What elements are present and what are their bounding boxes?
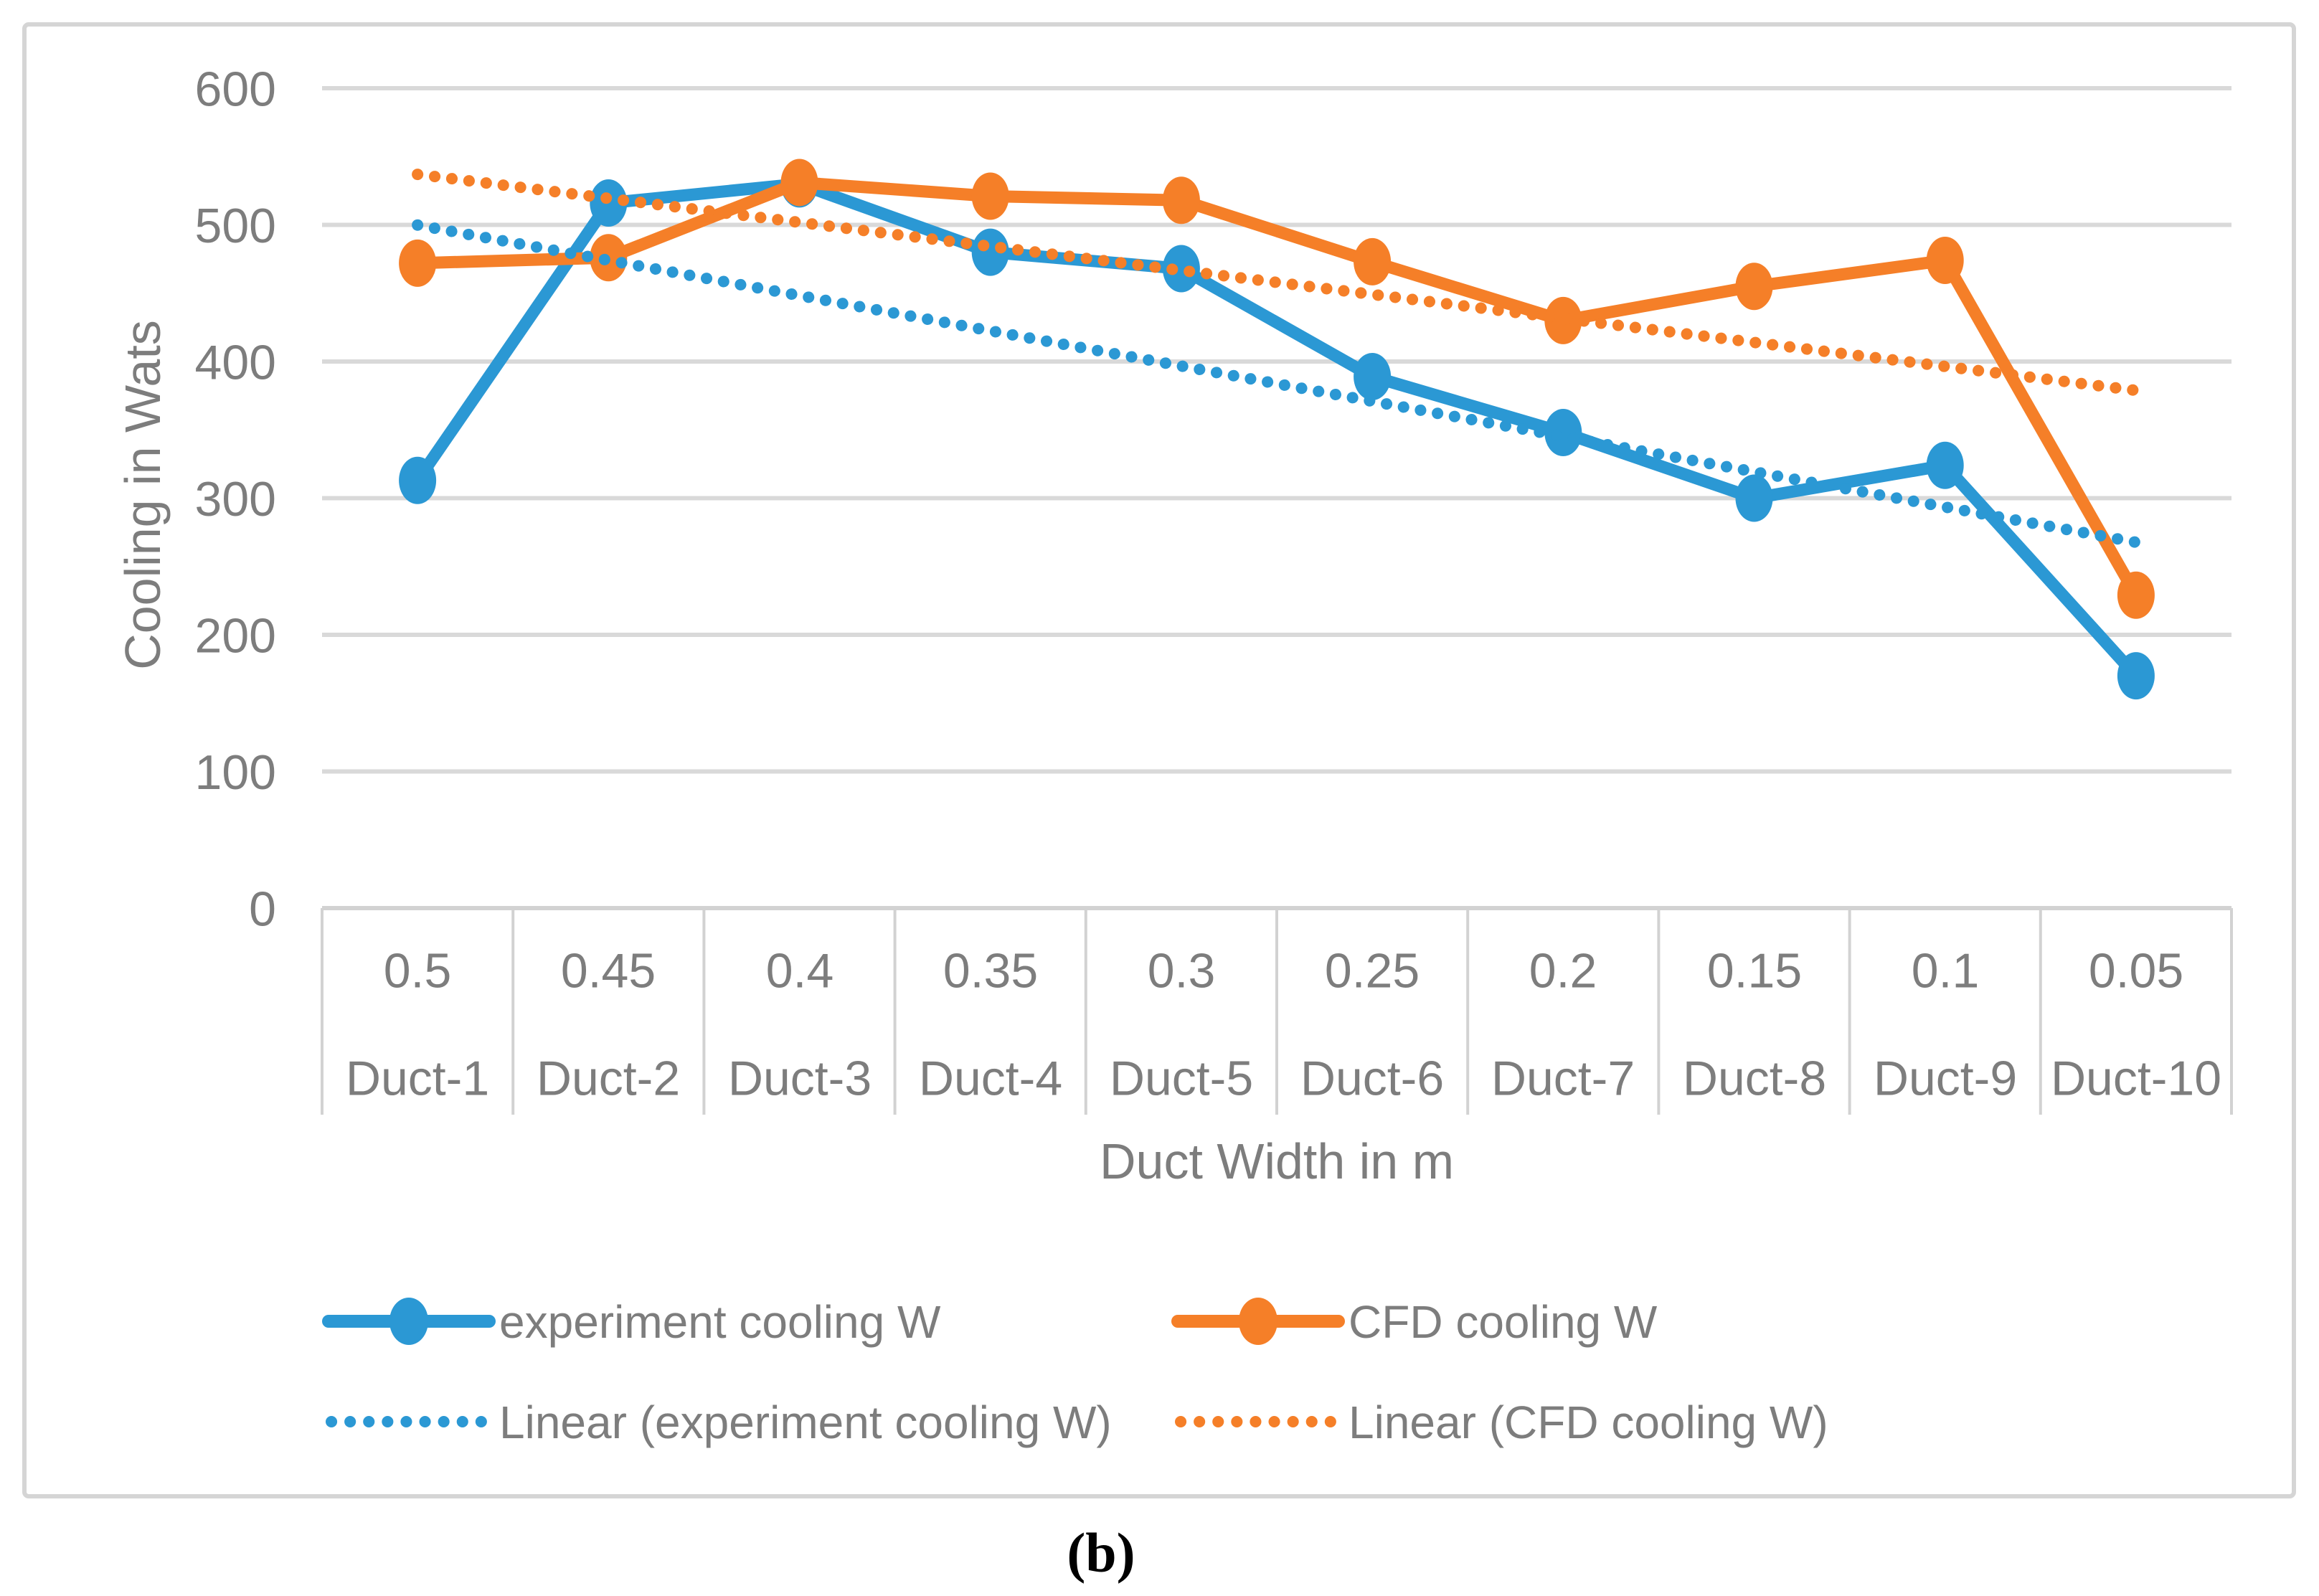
y-tick-200: 200 xyxy=(195,608,276,663)
series-0-marker-Duct-1 xyxy=(399,456,437,504)
legend: experiment cooling W CFD cooling W Linea… xyxy=(322,1296,1828,1448)
x-duct-5: Duct-5 xyxy=(1110,1051,1253,1105)
series-0-marker-Duct-9 xyxy=(1926,441,1964,489)
x-width-9: 0.1 xyxy=(1912,943,1980,998)
chart-outer-border xyxy=(22,22,2296,1498)
legend-marker-cfd-icon xyxy=(1239,1298,1277,1345)
x-width-7: 0.2 xyxy=(1529,943,1597,998)
y-axis-title: Cooling in Wats xyxy=(115,320,171,670)
y-tick-0: 0 xyxy=(249,882,276,936)
figure-caption: (b) xyxy=(1067,1521,1135,1584)
series-1-marker-Duct-9 xyxy=(1926,237,1964,285)
series-1-marker-Duct-3 xyxy=(780,159,818,207)
x-axis-width-labels: 0.5 0.45 0.4 0.35 0.3 0.25 0.2 0.15 0.1 … xyxy=(384,943,2183,998)
x-duct-3: Duct-3 xyxy=(728,1051,872,1105)
series-0-marker-Duct-10 xyxy=(2117,652,2155,700)
y-tick-500: 500 xyxy=(195,199,276,253)
x-width-6: 0.25 xyxy=(1325,943,1420,998)
y-tick-100: 100 xyxy=(195,745,276,800)
legend-label-experiment: experiment cooling W xyxy=(499,1296,941,1348)
x-width-1: 0.5 xyxy=(384,943,452,998)
x-duct-7: Duct-7 xyxy=(1491,1051,1635,1105)
trend-line-1 xyxy=(412,169,2142,397)
x-duct-8: Duct-8 xyxy=(1683,1051,1826,1105)
series-1-marker-Duct-8 xyxy=(1735,263,1773,311)
series-1-marker-Duct-6 xyxy=(1354,237,1392,285)
series-0-marker-Duct-7 xyxy=(1544,409,1582,457)
series-0-marker-Duct-6 xyxy=(1354,352,1392,400)
series-0-marker-Duct-8 xyxy=(1735,474,1773,522)
x-width-5: 0.3 xyxy=(1148,943,1216,998)
x-axis-title: Duct Width in m xyxy=(1100,1133,1454,1189)
series-line-1 xyxy=(411,176,2143,602)
legend-marker-experiment-icon xyxy=(389,1298,428,1345)
y-axis-tick-labels: 600 500 400 300 200 100 0 xyxy=(195,62,276,936)
x-axis-table xyxy=(321,906,2233,1115)
series-1-marker-Duct-10 xyxy=(2117,571,2155,619)
x-duct-9: Duct-9 xyxy=(1874,1051,2017,1105)
x-width-3: 0.4 xyxy=(766,943,834,998)
trend-line-0 xyxy=(412,219,2142,548)
series-1-marker-Duct-1 xyxy=(399,239,437,287)
series-1-marker-Duct-4 xyxy=(971,172,1009,220)
series-line-0 xyxy=(411,177,2143,682)
y-tick-300: 300 xyxy=(195,472,276,527)
x-duct-6: Duct-6 xyxy=(1300,1051,1444,1105)
gridlines xyxy=(322,86,2231,774)
x-duct-4: Duct-4 xyxy=(919,1051,1062,1105)
x-duct-10: Duct-10 xyxy=(2051,1051,2221,1105)
series-1-marker-Duct-5 xyxy=(1162,176,1200,225)
x-width-10: 0.05 xyxy=(2089,943,2183,998)
x-duct-1: Duct-1 xyxy=(346,1051,489,1105)
x-width-2: 0.45 xyxy=(561,943,656,998)
y-tick-400: 400 xyxy=(195,335,276,389)
legend-label-linear-cfd: Linear (CFD cooling W) xyxy=(1349,1397,1828,1448)
legend-label-linear-experiment: Linear (experiment cooling W) xyxy=(499,1397,1112,1448)
x-axis-duct-labels: Duct-1 Duct-2 Duct-3 Duct-4 Duct-5 Duct-… xyxy=(346,1051,2221,1105)
x-duct-2: Duct-2 xyxy=(537,1051,680,1105)
x-width-4: 0.35 xyxy=(943,943,1038,998)
series-0-marker-Duct-5 xyxy=(1162,245,1200,293)
series-layer xyxy=(399,159,2155,700)
x-width-8: 0.15 xyxy=(1707,943,1802,998)
y-tick-600: 600 xyxy=(195,62,276,116)
legend-label-cfd: CFD cooling W xyxy=(1349,1296,1658,1348)
